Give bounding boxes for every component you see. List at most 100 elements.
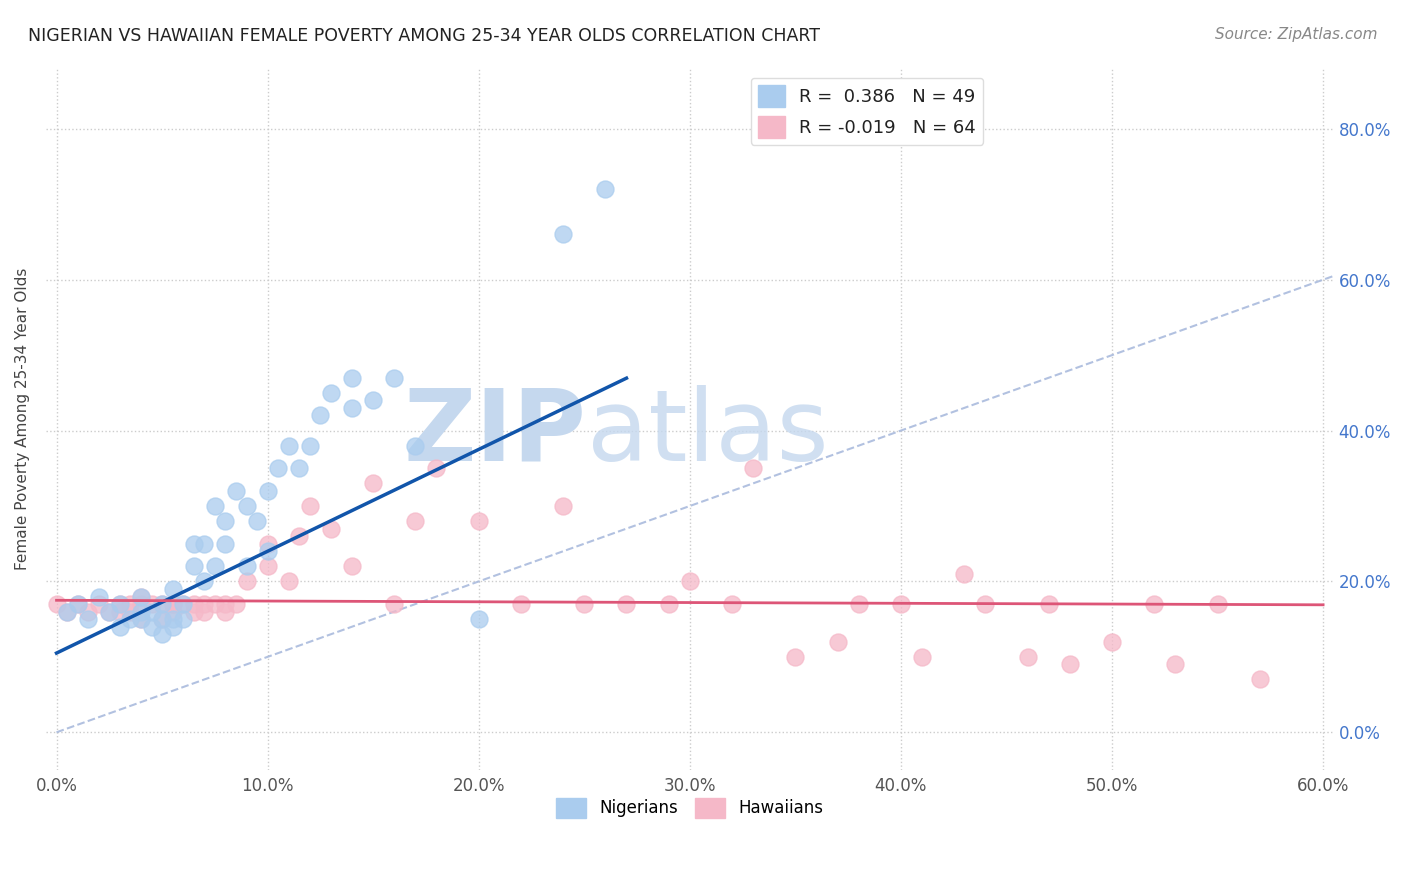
Point <box>193 597 215 611</box>
Point <box>340 371 363 385</box>
Point <box>298 499 321 513</box>
Point <box>183 559 205 574</box>
Text: ZIP: ZIP <box>404 384 586 482</box>
Point <box>595 182 617 196</box>
Point <box>98 605 121 619</box>
Point <box>214 537 236 551</box>
Point <box>742 461 765 475</box>
Point <box>848 597 870 611</box>
Point <box>162 605 184 619</box>
Point <box>172 612 194 626</box>
Point <box>340 559 363 574</box>
Point <box>87 590 110 604</box>
Point <box>77 612 100 626</box>
Point <box>467 612 489 626</box>
Text: atlas: atlas <box>586 384 828 482</box>
Point <box>256 537 278 551</box>
Point <box>183 597 205 611</box>
Point <box>288 461 311 475</box>
Point <box>214 597 236 611</box>
Point <box>150 612 173 626</box>
Point <box>1017 649 1039 664</box>
Point <box>340 401 363 415</box>
Point <box>56 605 79 619</box>
Point <box>277 574 299 589</box>
Point <box>129 612 152 626</box>
Text: NIGERIAN VS HAWAIIAN FEMALE POVERTY AMONG 25-34 YEAR OLDS CORRELATION CHART: NIGERIAN VS HAWAIIAN FEMALE POVERTY AMON… <box>28 27 820 45</box>
Point <box>235 574 257 589</box>
Point <box>246 514 269 528</box>
Point <box>1059 657 1081 672</box>
Point <box>827 634 849 648</box>
Point <box>129 605 152 619</box>
Point <box>785 649 807 664</box>
Point <box>1143 597 1166 611</box>
Point <box>172 597 194 611</box>
Point <box>150 597 173 611</box>
Point <box>77 605 100 619</box>
Point <box>974 597 997 611</box>
Point <box>225 483 247 498</box>
Point <box>1101 634 1123 648</box>
Point <box>162 597 184 611</box>
Point <box>193 605 215 619</box>
Point <box>108 597 131 611</box>
Point <box>319 385 342 400</box>
Point <box>120 605 142 619</box>
Point <box>87 597 110 611</box>
Point <box>235 559 257 574</box>
Point <box>162 582 184 596</box>
Point <box>108 597 131 611</box>
Point <box>298 439 321 453</box>
Point <box>141 597 163 611</box>
Point <box>309 409 332 423</box>
Point <box>204 597 226 611</box>
Point <box>204 559 226 574</box>
Point <box>129 590 152 604</box>
Point <box>574 597 596 611</box>
Point <box>1206 597 1229 611</box>
Point <box>467 514 489 528</box>
Point <box>721 597 744 611</box>
Point <box>108 620 131 634</box>
Point <box>120 597 142 611</box>
Point <box>66 597 89 611</box>
Point <box>361 393 384 408</box>
Point <box>319 522 342 536</box>
Point <box>277 439 299 453</box>
Y-axis label: Female Poverty Among 25-34 Year Olds: Female Poverty Among 25-34 Year Olds <box>15 268 30 571</box>
Point <box>120 612 142 626</box>
Point <box>256 544 278 558</box>
Point <box>425 461 447 475</box>
Point <box>510 597 533 611</box>
Point <box>183 605 205 619</box>
Point <box>150 612 173 626</box>
Point <box>1038 597 1060 611</box>
Point <box>129 590 152 604</box>
Point <box>98 605 121 619</box>
Point <box>404 514 426 528</box>
Point <box>382 371 405 385</box>
Point <box>225 597 247 611</box>
Point <box>66 597 89 611</box>
Point <box>183 537 205 551</box>
Point <box>404 439 426 453</box>
Point <box>658 597 681 611</box>
Point <box>204 499 226 513</box>
Point <box>256 483 278 498</box>
Point <box>553 499 575 513</box>
Point <box>129 597 152 611</box>
Point <box>1164 657 1187 672</box>
Legend: Nigerians, Hawaiians: Nigerians, Hawaiians <box>550 791 830 825</box>
Point <box>267 461 290 475</box>
Point <box>890 597 912 611</box>
Point <box>235 499 257 513</box>
Point <box>288 529 311 543</box>
Point <box>193 574 215 589</box>
Point <box>162 612 184 626</box>
Point <box>361 476 384 491</box>
Point <box>150 597 173 611</box>
Point <box>162 597 184 611</box>
Text: Source: ZipAtlas.com: Source: ZipAtlas.com <box>1215 27 1378 42</box>
Point <box>162 620 184 634</box>
